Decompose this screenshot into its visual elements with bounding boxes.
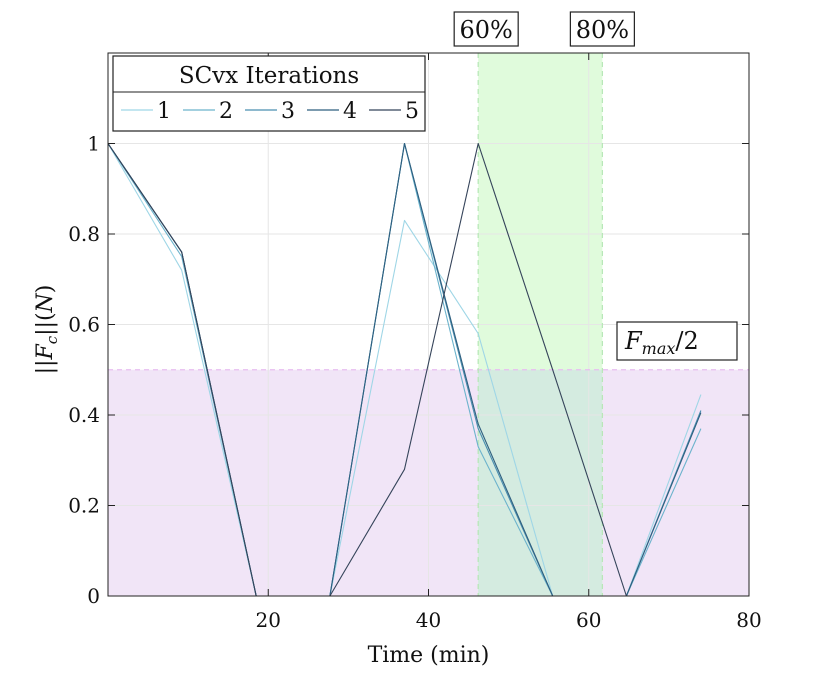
threshold-label-suffix: /2 [675, 327, 698, 355]
threshold-label: Fmax/2 [624, 327, 699, 358]
window-end-label-box [569, 11, 635, 47]
y-tick-label-1: 0.2 [68, 494, 100, 518]
y-axis-label-close: ) [33, 285, 58, 294]
x-tick-label-1: 40 [416, 608, 441, 632]
window-end-label: 80% [576, 16, 629, 44]
legend-label-2: 2 [219, 99, 233, 124]
threshold-label-symbol: F [624, 327, 643, 355]
legend-label-5: 5 [405, 99, 419, 124]
y-tick-label-0: 0 [87, 584, 100, 608]
y-tick-label-4: 0.8 [68, 222, 100, 246]
threshold-label-subscript: max [642, 339, 676, 358]
y-axis-label: ||Fc||(N) [33, 285, 61, 375]
series-line-5 [107, 142, 701, 597]
legend-label-4: 4 [343, 99, 357, 124]
legend: SCvx Iterations 1 2 3 4 5 [112, 55, 426, 132]
y-tick-label-5: 1 [87, 132, 100, 156]
window-start-label: 60% [460, 16, 513, 44]
y-tick-label-2: 0.4 [68, 403, 100, 427]
ticks: 20 40 60 80 0 0.2 0.4 0.6 0.8 1 [68, 53, 762, 632]
y-axis-label-symbol: F [33, 344, 58, 361]
legend-title: SCvx Iterations [179, 63, 359, 89]
x-tick-label-2: 60 [576, 608, 601, 632]
x-tick-label-3: 80 [736, 608, 761, 632]
x-axis-label: Time (min) [368, 643, 490, 668]
legend-items: 1 2 3 4 5 [121, 99, 419, 124]
legend-label-1: 1 [157, 99, 171, 124]
legend-box [112, 55, 426, 132]
x-tick-label-0: 20 [256, 608, 281, 632]
window-start-label-box [453, 11, 519, 47]
y-axis-label-unit: N [33, 292, 58, 313]
threshold-label-box [616, 321, 738, 361]
y-tick-label-3: 0.6 [68, 313, 100, 337]
legend-label-3: 3 [281, 99, 295, 124]
y-axis-label-suffix: ||( [33, 312, 58, 335]
y-axis-label-prefix: || [33, 360, 58, 375]
y-axis-label-subscript: c [43, 335, 61, 344]
